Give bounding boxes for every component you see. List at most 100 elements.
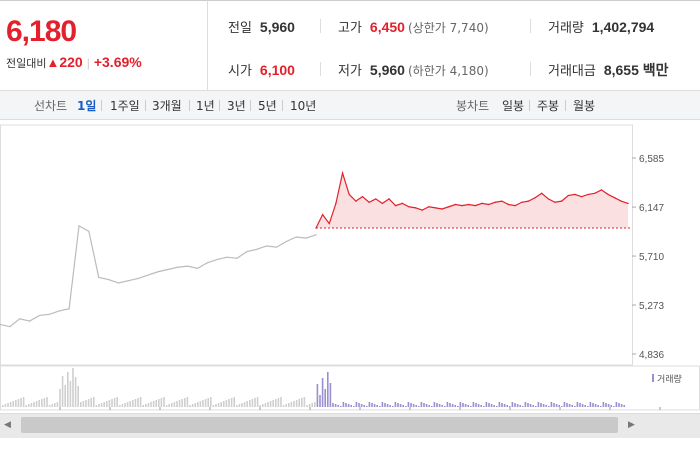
volume-bar — [425, 404, 428, 407]
today-price-point — [494, 201, 496, 203]
volume-bar — [496, 406, 498, 407]
volume-bar — [464, 404, 467, 407]
volume-bar — [67, 372, 69, 407]
volume-legend-swatch — [652, 374, 654, 382]
volume-bar — [202, 400, 204, 407]
tab-3-years[interactable]: 3년 — [227, 99, 246, 113]
volume-bar — [262, 404, 264, 407]
volume-bar — [571, 405, 573, 407]
volume-bar — [399, 404, 402, 407]
volume-bar — [418, 406, 420, 407]
volume-bar — [597, 405, 599, 407]
volume-panel — [0, 365, 700, 411]
volume-bar — [503, 404, 506, 407]
today-price-point — [368, 201, 370, 203]
today-price-point — [560, 200, 563, 202]
quote-label: 전일 — [228, 21, 252, 36]
tab-5-years[interactable]: 5년 — [258, 99, 277, 113]
volume-bar — [306, 405, 308, 407]
quote-table: 전일 5,960 고가 6,450 (상한가 7,740) 거래량 1,402,794 … — [208, 0, 700, 90]
quote-label: 고가 — [338, 21, 362, 36]
tab-1-week[interactable]: 1주일 — [110, 99, 140, 113]
volume-bar — [33, 402, 35, 407]
upper-limit-label: 상한가 — [412, 21, 446, 35]
volume-bar — [308, 404, 311, 407]
volume-bar — [319, 395, 321, 407]
today-price-point — [388, 198, 390, 200]
y-tick-label: 6,147 — [639, 203, 664, 214]
today-price-point — [481, 202, 483, 205]
volume-bar — [207, 398, 209, 407]
volume-bar — [490, 404, 493, 407]
volume-bar — [113, 398, 116, 407]
volume-bar — [373, 404, 376, 407]
volume-bar — [228, 399, 230, 407]
quote-label: 거래대금 — [548, 64, 596, 79]
volume-bar — [314, 402, 316, 407]
previous-period-point — [177, 266, 179, 268]
tab-1-year[interactable]: 1년 — [196, 99, 215, 113]
tab-10-years[interactable]: 10년 — [290, 99, 317, 113]
volume-bar — [519, 405, 521, 407]
lower-limit-value: 4,180 — [449, 64, 484, 78]
volume-bar — [129, 401, 131, 407]
volume-bar — [4, 404, 7, 407]
previous-period-point — [127, 280, 129, 282]
divider — [320, 19, 321, 33]
today-price-point — [394, 204, 397, 207]
current-price: 6,180 — [6, 15, 77, 48]
previous-period-point — [167, 268, 169, 271]
volume-bar — [420, 402, 423, 407]
volume-bar — [615, 402, 618, 407]
volume-bar — [225, 400, 228, 407]
today-price-point — [467, 203, 470, 206]
volume-bar — [259, 405, 261, 407]
volume-bar — [269, 401, 272, 407]
volume-bar — [511, 402, 514, 407]
today-price-point — [361, 195, 364, 198]
chart-scrollbar[interactable]: ◀ ▶ — [0, 413, 700, 438]
volume-bar — [194, 403, 196, 407]
volume-bar — [574, 406, 576, 407]
quote-label: 시가 — [228, 64, 252, 79]
scroll-right-arrow-icon[interactable]: ▶ — [628, 420, 635, 430]
quote-open: 시가 6,100 — [228, 60, 295, 79]
volume-bar — [64, 385, 66, 407]
volume-bar — [77, 386, 79, 407]
divider — [189, 100, 190, 111]
previous-period-point — [187, 265, 189, 267]
volume-bar — [15, 400, 17, 407]
tab-weekly-candle[interactable]: 주봉 — [537, 99, 560, 113]
quote-sub: (하한가 4,180) — [407, 64, 489, 78]
volume-bar — [561, 406, 563, 407]
volume-bar — [441, 405, 443, 407]
volume-bar — [457, 406, 459, 407]
scroll-left-arrow-icon[interactable]: ◀ — [4, 420, 11, 430]
today-price-point — [375, 198, 377, 200]
volume-bar — [363, 405, 365, 407]
volume-bar — [550, 402, 553, 407]
tab-daily-candle[interactable]: 일봉 — [502, 99, 525, 113]
volume-bar — [272, 400, 274, 407]
volume-bar — [152, 401, 155, 407]
scrollbar-thumb[interactable] — [21, 417, 618, 433]
volume-bar — [444, 406, 446, 407]
volume-bar — [264, 403, 267, 407]
volume-bar — [532, 405, 534, 407]
volume-bar — [358, 403, 360, 407]
today-price-line — [315, 170, 629, 229]
volume-bar — [298, 399, 300, 407]
volume-bar — [446, 402, 449, 407]
tab-monthly-candle[interactable]: 월봉 — [573, 99, 596, 113]
tab-3-months[interactable]: 3개월 — [152, 99, 182, 113]
quote-value: 6,100 — [259, 62, 295, 78]
volume-bar — [509, 406, 511, 407]
tab-1-day[interactable]: 1일 — [77, 99, 97, 113]
volume-bar — [311, 403, 313, 407]
quote-sub: (상한가 7,740) — [407, 21, 489, 35]
volume-bar — [134, 399, 137, 407]
volume-bar — [20, 398, 22, 407]
volume-bar — [155, 400, 157, 407]
previous-period-point — [216, 258, 218, 261]
volume-bar — [9, 402, 12, 407]
